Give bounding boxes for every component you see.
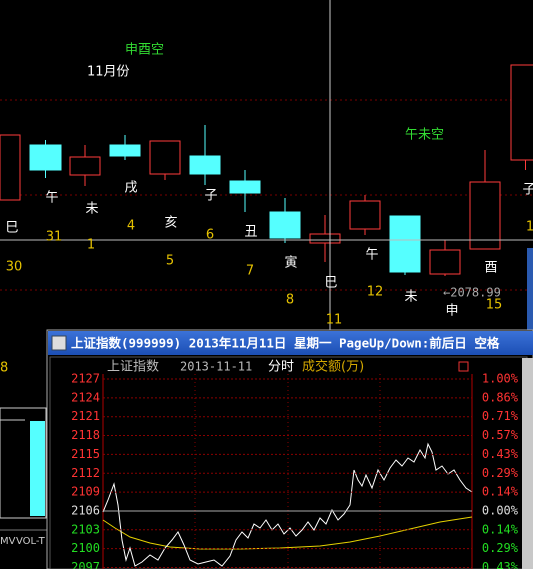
popup-title: 上证指数(999999) 2013年11月11日 星期一 PageUp/Down… xyxy=(71,336,500,351)
header-mode: 分时 xyxy=(268,360,294,375)
header-name: 上证指数 xyxy=(107,360,159,375)
branch-label: 酉 xyxy=(484,261,497,276)
scrollbar[interactable] xyxy=(522,358,533,569)
date-label: 1 xyxy=(526,220,533,235)
annotation: 午未空 xyxy=(405,128,444,143)
branch-label: 丑 xyxy=(244,225,257,240)
price-label: 2121 xyxy=(71,409,100,423)
percent-label: 0.43% xyxy=(482,560,519,569)
candle-body xyxy=(109,144,141,157)
intraday-plot: 2127 1.00% 2124 0.86% 2121 0.71% 2118 0.57% 2115… xyxy=(71,372,519,569)
candle-body xyxy=(189,155,221,175)
candle-body xyxy=(469,181,501,250)
branch-label: 子 xyxy=(204,189,217,204)
price-label: 2127 xyxy=(71,372,100,386)
kline-grid xyxy=(0,99,533,291)
date-label: 11 xyxy=(326,313,343,328)
branch-label: 亥 xyxy=(164,216,177,231)
popup-icon xyxy=(51,335,67,351)
date-label: 6 xyxy=(206,228,214,243)
price-line xyxy=(102,442,473,567)
date-label: 7 xyxy=(246,264,254,279)
date-label: 12 xyxy=(367,285,384,300)
percent-label: 0.29% xyxy=(482,466,519,480)
annotation: 申酉空 xyxy=(125,43,164,58)
branch-label: 寅 xyxy=(284,255,297,271)
side-window xyxy=(527,248,533,330)
candle-body xyxy=(69,156,101,176)
percent-label: 0.29% xyxy=(482,541,519,555)
candle-body xyxy=(269,211,301,239)
percent-label: 0.71% xyxy=(482,409,519,423)
branch-label: 未 xyxy=(404,290,417,305)
branch-label: 巳 xyxy=(324,276,337,291)
intraday-vgrid xyxy=(194,374,381,569)
price-label: 2106 xyxy=(71,503,100,517)
price-label: 2124 xyxy=(71,390,100,404)
percent-label: 0.57% xyxy=(482,428,519,442)
date-label: 30 xyxy=(6,260,23,275)
left-box xyxy=(0,407,47,519)
percent-label: 0.14% xyxy=(482,522,519,536)
volume-bar xyxy=(30,421,45,516)
candle-body xyxy=(0,134,21,201)
date-label: 31 xyxy=(46,230,63,245)
candle-body xyxy=(510,64,533,161)
annotation: 11月份 xyxy=(87,65,130,80)
candle-body xyxy=(309,233,341,244)
price-label: 2103 xyxy=(71,522,100,536)
percent-label: 1.00% xyxy=(482,372,519,386)
date-label: 8 xyxy=(286,293,294,308)
indicator-tab[interactable]: VOL-T xyxy=(16,536,46,547)
price-note: ←2078.99 xyxy=(443,286,501,300)
percent-label: 0.43% xyxy=(482,447,519,461)
price-label: 2097 xyxy=(71,560,100,569)
percent-label: 0.00% xyxy=(482,503,519,517)
percent-label: 0.86% xyxy=(482,390,519,404)
date-label: 1 xyxy=(87,238,95,253)
indicator-tab[interactable]: MV xyxy=(0,536,16,547)
header-date: 2013-11-11 xyxy=(180,360,252,374)
price-label: 2112 xyxy=(71,466,100,480)
branch-label: 申 xyxy=(445,304,458,319)
candle-body xyxy=(149,140,181,175)
header-button[interactable] xyxy=(458,361,469,372)
price-label: 2100 xyxy=(71,541,100,555)
branch-label: 未 xyxy=(85,202,98,217)
date-label: 15 xyxy=(486,298,503,313)
percent-label: 0.14% xyxy=(482,485,519,499)
candle-body xyxy=(389,215,421,273)
price-label: 2109 xyxy=(71,485,100,499)
candles xyxy=(0,64,533,276)
popup-titlebar[interactable] xyxy=(48,331,533,355)
date-label: 5 xyxy=(166,254,174,269)
candle-body xyxy=(229,180,261,194)
branch-label: 子 xyxy=(522,183,533,198)
branch-label: 巳 xyxy=(5,221,18,236)
header-metric: 成交额(万) xyxy=(302,359,364,375)
candle-body xyxy=(29,144,62,171)
date-label: 4 xyxy=(127,219,135,234)
candle-body xyxy=(349,200,381,230)
candle-body xyxy=(429,249,461,275)
price-label: 2115 xyxy=(71,447,100,461)
left-value: 8 xyxy=(0,361,8,376)
branch-label: 戌 xyxy=(124,181,137,196)
branch-label: 午 xyxy=(45,191,58,206)
branch-label: 午 xyxy=(365,248,378,263)
price-label: 2118 xyxy=(71,428,100,442)
